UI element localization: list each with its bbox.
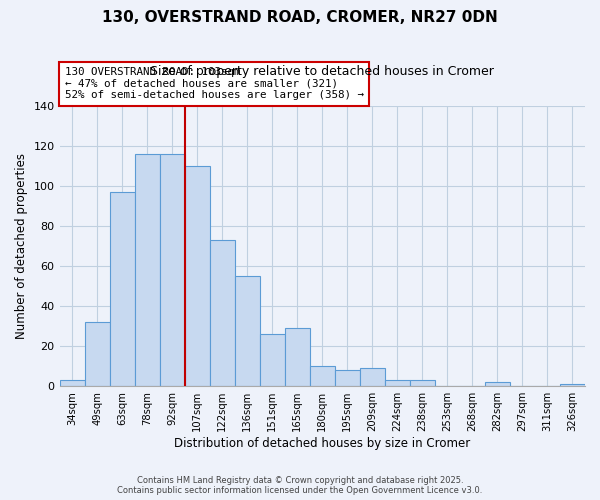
Bar [235, 276, 260, 386]
Y-axis label: Number of detached properties: Number of detached properties [15, 153, 28, 339]
Text: 130, OVERSTRAND ROAD, CROMER, NR27 0DN: 130, OVERSTRAND ROAD, CROMER, NR27 0DN [102, 10, 498, 25]
Text: 130 OVERSTRAND ROAD: 103sqm
← 47% of detached houses are smaller (321)
52% of se: 130 OVERSTRAND ROAD: 103sqm ← 47% of det… [65, 67, 364, 100]
Title: Size of property relative to detached houses in Cromer: Size of property relative to detached ho… [151, 66, 494, 78]
Bar [360, 368, 385, 386]
Bar [160, 154, 185, 386]
Bar [310, 366, 335, 386]
Bar [260, 334, 285, 386]
X-axis label: Distribution of detached houses by size in Cromer: Distribution of detached houses by size … [174, 437, 470, 450]
Text: Contains HM Land Registry data © Crown copyright and database right 2025.
Contai: Contains HM Land Registry data © Crown c… [118, 476, 482, 495]
Bar [59, 380, 85, 386]
Bar [560, 384, 585, 386]
Bar [134, 154, 160, 386]
Bar [110, 192, 134, 386]
Bar [485, 382, 510, 386]
Bar [385, 380, 410, 386]
Bar [285, 328, 310, 386]
Bar [209, 240, 235, 386]
Bar [185, 166, 209, 386]
Bar [335, 370, 360, 386]
Bar [410, 380, 435, 386]
Bar [85, 322, 110, 386]
